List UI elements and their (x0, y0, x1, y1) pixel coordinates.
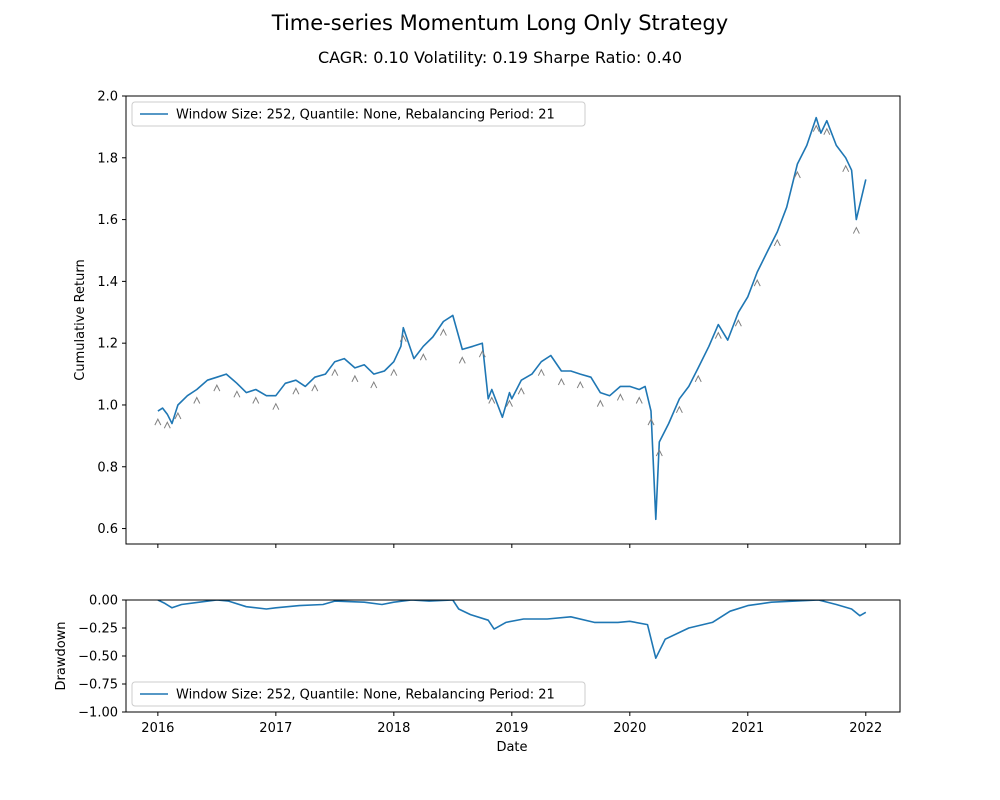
rebalance-marker (517, 387, 525, 395)
rebalance-marker (419, 353, 427, 361)
bottom-ylabel: Drawdown (54, 621, 69, 690)
rebalance-marker (174, 411, 182, 420)
rebalance-marker (576, 380, 584, 389)
rebalance-marker (390, 368, 398, 376)
rebalance-marker (213, 384, 221, 392)
rebalance-marker (458, 356, 466, 364)
bottom-ytick-label: −0.25 (78, 622, 118, 637)
bottom-ytick-label: −1.00 (78, 706, 118, 721)
rebalance-marker (694, 374, 702, 383)
rebalance-marker (734, 319, 742, 327)
rebalance-marker (842, 164, 850, 173)
bottom-xtick-label: 2018 (377, 721, 410, 736)
bottom-xtick-label: 2022 (849, 721, 882, 736)
rebalance-marker (399, 334, 407, 342)
rebalance-marker (655, 448, 663, 457)
bottom-legend: Window Size: 252, Quantile: None, Rebala… (131, 681, 586, 707)
rebalance-marker (439, 328, 447, 336)
top-series-line-0 (157, 116, 867, 521)
top-ytick-label: 0.6 (97, 522, 118, 537)
drawdown-panel: Drawdown Date −1.00 −0.75 −0.50 −0.25 0.00 20… (54, 594, 901, 755)
rebalance-marker (193, 396, 201, 404)
rebalance-marker (852, 226, 860, 234)
top-ytick-label: 1.4 (97, 275, 118, 290)
top-ytick-label: 1.2 (97, 337, 118, 352)
rebalance-marker (773, 238, 781, 247)
rebalance-marker (647, 418, 655, 426)
top-axes-frame (125, 95, 901, 545)
rebalance-marker (233, 390, 241, 398)
chart-title: Time-series Momentum Long Only Strategy (271, 11, 729, 35)
bottom-ytick-label: −0.50 (78, 650, 118, 665)
top-ylabel: Cumulative Return (73, 259, 88, 380)
top-legend-box (131, 101, 586, 127)
top-ytick-label: 2.0 (97, 90, 118, 105)
rebalance-marker (506, 399, 513, 407)
top-ytick-label: 1.8 (97, 151, 118, 166)
rebalance-marker (793, 170, 801, 179)
rebalance-marker (154, 418, 162, 426)
rebalance-marker (557, 377, 565, 386)
bottom-xtick-label: 2021 (731, 721, 764, 736)
rebalance-marker (714, 331, 722, 339)
rebalance-marker (823, 127, 831, 135)
rebalance-marker (331, 368, 339, 376)
bottom-ytick-label: 0.00 (89, 594, 118, 609)
top-legend-label: Window Size: 252, Quantile: None, Rebala… (176, 108, 555, 123)
rebalance-marker (753, 278, 761, 287)
rebalance-marker (537, 368, 545, 376)
top-legend: Window Size: 252, Quantile: None, Rebala… (131, 101, 586, 127)
rebalance-marker (675, 405, 683, 414)
bottom-xtick-label: 2020 (613, 721, 646, 736)
bottom-series-line-0 (157, 600, 867, 659)
rebalance-marker (252, 396, 260, 404)
cumulative-return-panel: Cumulative Return 0.6 0.8 1.0 1.2 1.4 1.6 1.8 2… (73, 90, 901, 548)
rebalance-marker (488, 396, 496, 404)
rebalance-marker (163, 421, 171, 429)
bottom-ytick-label: −0.75 (78, 678, 118, 693)
rebalance-marker (272, 402, 280, 410)
bottom-xtick-label: 2017 (259, 721, 292, 736)
chart-subtitle: CAGR: 0.10 Volatility: 0.19 Sharpe Ratio… (317, 48, 683, 67)
rebalance-marker (370, 380, 378, 389)
rebalance-marker (812, 124, 820, 132)
rebalance-marker (292, 387, 300, 395)
rebalance-marker (635, 396, 643, 404)
bottom-xtick-label: 2019 (495, 721, 528, 736)
bottom-xtick-label: 2016 (141, 721, 174, 736)
top-ytick-label: 1.0 (97, 398, 118, 413)
rebalance-marker (596, 399, 604, 407)
bottom-xlabel: Date (496, 740, 527, 755)
rebalance-marker (351, 374, 359, 383)
bottom-legend-box (131, 681, 586, 707)
rebalance-marker (478, 350, 486, 358)
rebalance-marker (616, 393, 624, 401)
top-ytick-label: 0.8 (97, 460, 118, 475)
bottom-legend-label: Window Size: 252, Quantile: None, Rebala… (176, 688, 555, 703)
top-ytick-label: 1.6 (97, 213, 118, 228)
rebalance-marker (311, 384, 319, 392)
